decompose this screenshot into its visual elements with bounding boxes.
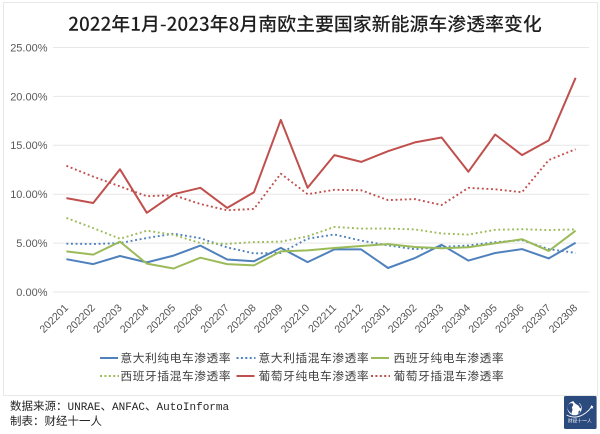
- svg-text:10.00%: 10.00%: [10, 189, 48, 201]
- svg-text:15.00%: 15.00%: [10, 140, 48, 152]
- svg-text:AutoInforma: AutoInforma: [157, 402, 230, 414]
- svg-text:5.00%: 5.00%: [16, 238, 47, 250]
- svg-text:20.00%: 20.00%: [10, 91, 48, 103]
- svg-text:25.00%: 25.00%: [10, 42, 48, 54]
- svg-text:0.00%: 0.00%: [16, 287, 47, 299]
- svg-text:ANFAC: ANFAC: [112, 402, 145, 414]
- svg-text:UNRAE: UNRAE: [68, 402, 101, 414]
